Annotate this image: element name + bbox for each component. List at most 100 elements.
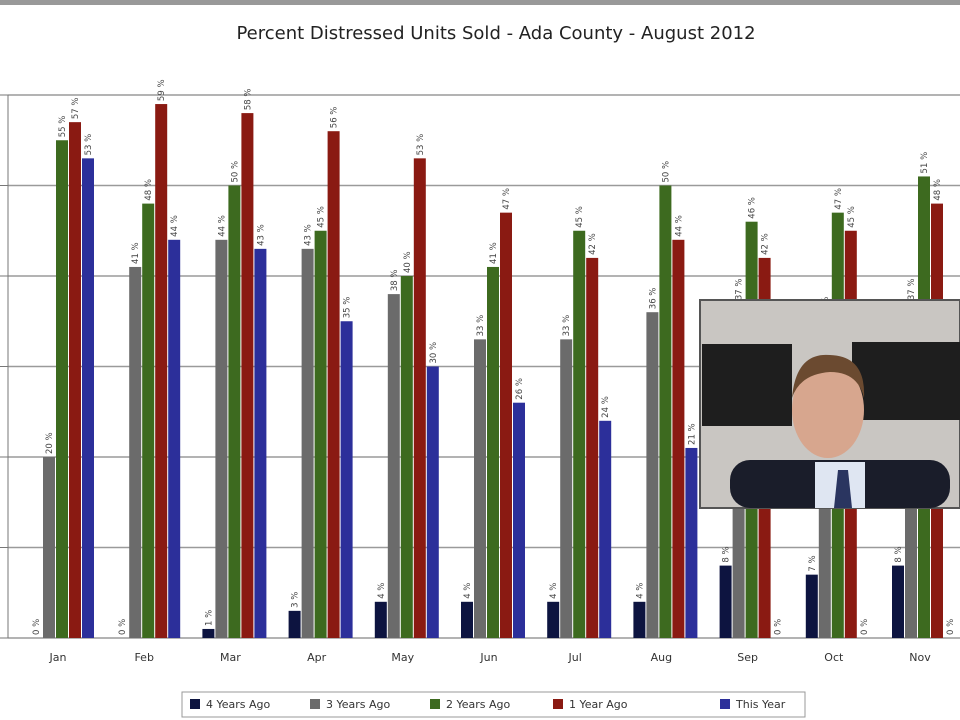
x-tick-label: Aug: [651, 651, 672, 664]
value-label: 47 %: [502, 188, 512, 210]
value-label: 0 %: [860, 619, 870, 635]
value-label: 21 %: [687, 423, 697, 445]
bar: [215, 239, 228, 639]
x-tick-label: Jul: [568, 651, 582, 664]
bar: [168, 239, 181, 639]
value-label: 38 %: [390, 269, 400, 291]
bar: [586, 257, 599, 638]
legend-swatch: [553, 699, 563, 709]
value-label: 45 %: [847, 206, 857, 228]
value-label: 40 %: [403, 251, 413, 273]
value-label: 44 %: [217, 215, 227, 237]
x-tick-label: Jan: [49, 651, 67, 664]
value-label: 47 %: [834, 188, 844, 210]
legend-label: 2 Years Ago: [446, 698, 511, 711]
value-label: 48 %: [144, 179, 154, 201]
bar: [633, 601, 646, 638]
legend: 4 Years Ago 3 Years Ago 2 Years Ago 1 Year …: [190, 698, 786, 711]
wall-picture: [852, 342, 960, 420]
bar: [69, 122, 81, 638]
value-label: 8 %: [894, 546, 904, 562]
bar: [288, 610, 301, 638]
value-label: 36 %: [648, 288, 658, 310]
value-label: 45 %: [317, 206, 327, 228]
value-label: 0 %: [946, 619, 956, 635]
value-label: 4 %: [635, 583, 645, 599]
bar: [228, 185, 241, 638]
value-label: 37 %: [735, 279, 745, 301]
bar: [327, 131, 340, 638]
bar: [474, 339, 486, 638]
value-label: 42 %: [588, 233, 598, 255]
bar: [547, 601, 560, 638]
value-label: 3 %: [291, 592, 301, 608]
value-label: 45 %: [575, 206, 585, 228]
value-label: 0 %: [774, 619, 784, 635]
bar: [599, 420, 612, 638]
webcam-overlay: [699, 299, 960, 509]
value-label: 4 %: [377, 583, 387, 599]
value-label: 0 %: [118, 619, 128, 635]
legend-swatch: [720, 699, 730, 709]
bar: [685, 447, 698, 638]
x-tick-label: Apr: [307, 651, 327, 664]
value-label: 59 %: [157, 79, 167, 101]
bar: [241, 113, 254, 639]
bar: [659, 185, 672, 638]
top-border: [0, 0, 960, 5]
bar: [573, 230, 586, 638]
bar: [301, 248, 314, 638]
value-label: 53 %: [84, 134, 94, 156]
bar: [461, 601, 473, 638]
value-label: 26 %: [515, 378, 525, 400]
value-label: 24 %: [601, 396, 611, 418]
value-label: 44 %: [674, 215, 684, 237]
value-label: 4 %: [463, 583, 473, 599]
value-label: 50 %: [230, 161, 240, 183]
bar: [892, 565, 904, 638]
value-label: 41 %: [489, 242, 499, 264]
value-label: 7 %: [808, 555, 818, 571]
bar: [314, 230, 327, 638]
wall-picture: [702, 344, 792, 426]
bar: [400, 276, 413, 638]
x-tick-label: Jun: [479, 651, 497, 664]
bar: [142, 203, 155, 638]
person-tie: [834, 470, 852, 508]
bar: [560, 339, 573, 638]
bar: [413, 158, 426, 638]
x-tick-label: Nov: [909, 651, 931, 664]
person-hair: [792, 354, 865, 398]
value-label: 50 %: [661, 161, 671, 183]
x-tick-label: Sep: [737, 651, 758, 664]
x-tick-label: May: [391, 651, 414, 664]
bar: [254, 248, 267, 638]
value-label: 48 %: [933, 179, 943, 201]
bar: [202, 628, 215, 638]
value-label: 42 %: [761, 233, 771, 255]
value-label: 44 %: [170, 215, 180, 237]
x-tick-label: Oct: [824, 651, 844, 664]
bar: [805, 574, 818, 638]
bar: [387, 294, 400, 638]
value-label: 30 %: [429, 342, 439, 364]
value-label: 43 %: [304, 224, 314, 246]
person-face: [792, 362, 864, 458]
legend-swatch: [430, 699, 440, 709]
value-label: 41 %: [131, 242, 141, 264]
value-label: 0 %: [32, 619, 42, 635]
value-label: 46 %: [748, 197, 758, 219]
x-tick-label: Feb: [134, 651, 153, 664]
bar: [82, 158, 94, 638]
value-label: 55 %: [58, 116, 68, 138]
value-label: 20 %: [45, 432, 55, 454]
value-label: 33 %: [476, 315, 486, 337]
x-tick-label: Mar: [220, 651, 241, 664]
value-label: 8 %: [722, 546, 732, 562]
value-label: 35 %: [343, 297, 353, 319]
bar: [426, 366, 439, 638]
value-label: 1 %: [204, 610, 214, 626]
value-label: 43 %: [256, 224, 266, 246]
